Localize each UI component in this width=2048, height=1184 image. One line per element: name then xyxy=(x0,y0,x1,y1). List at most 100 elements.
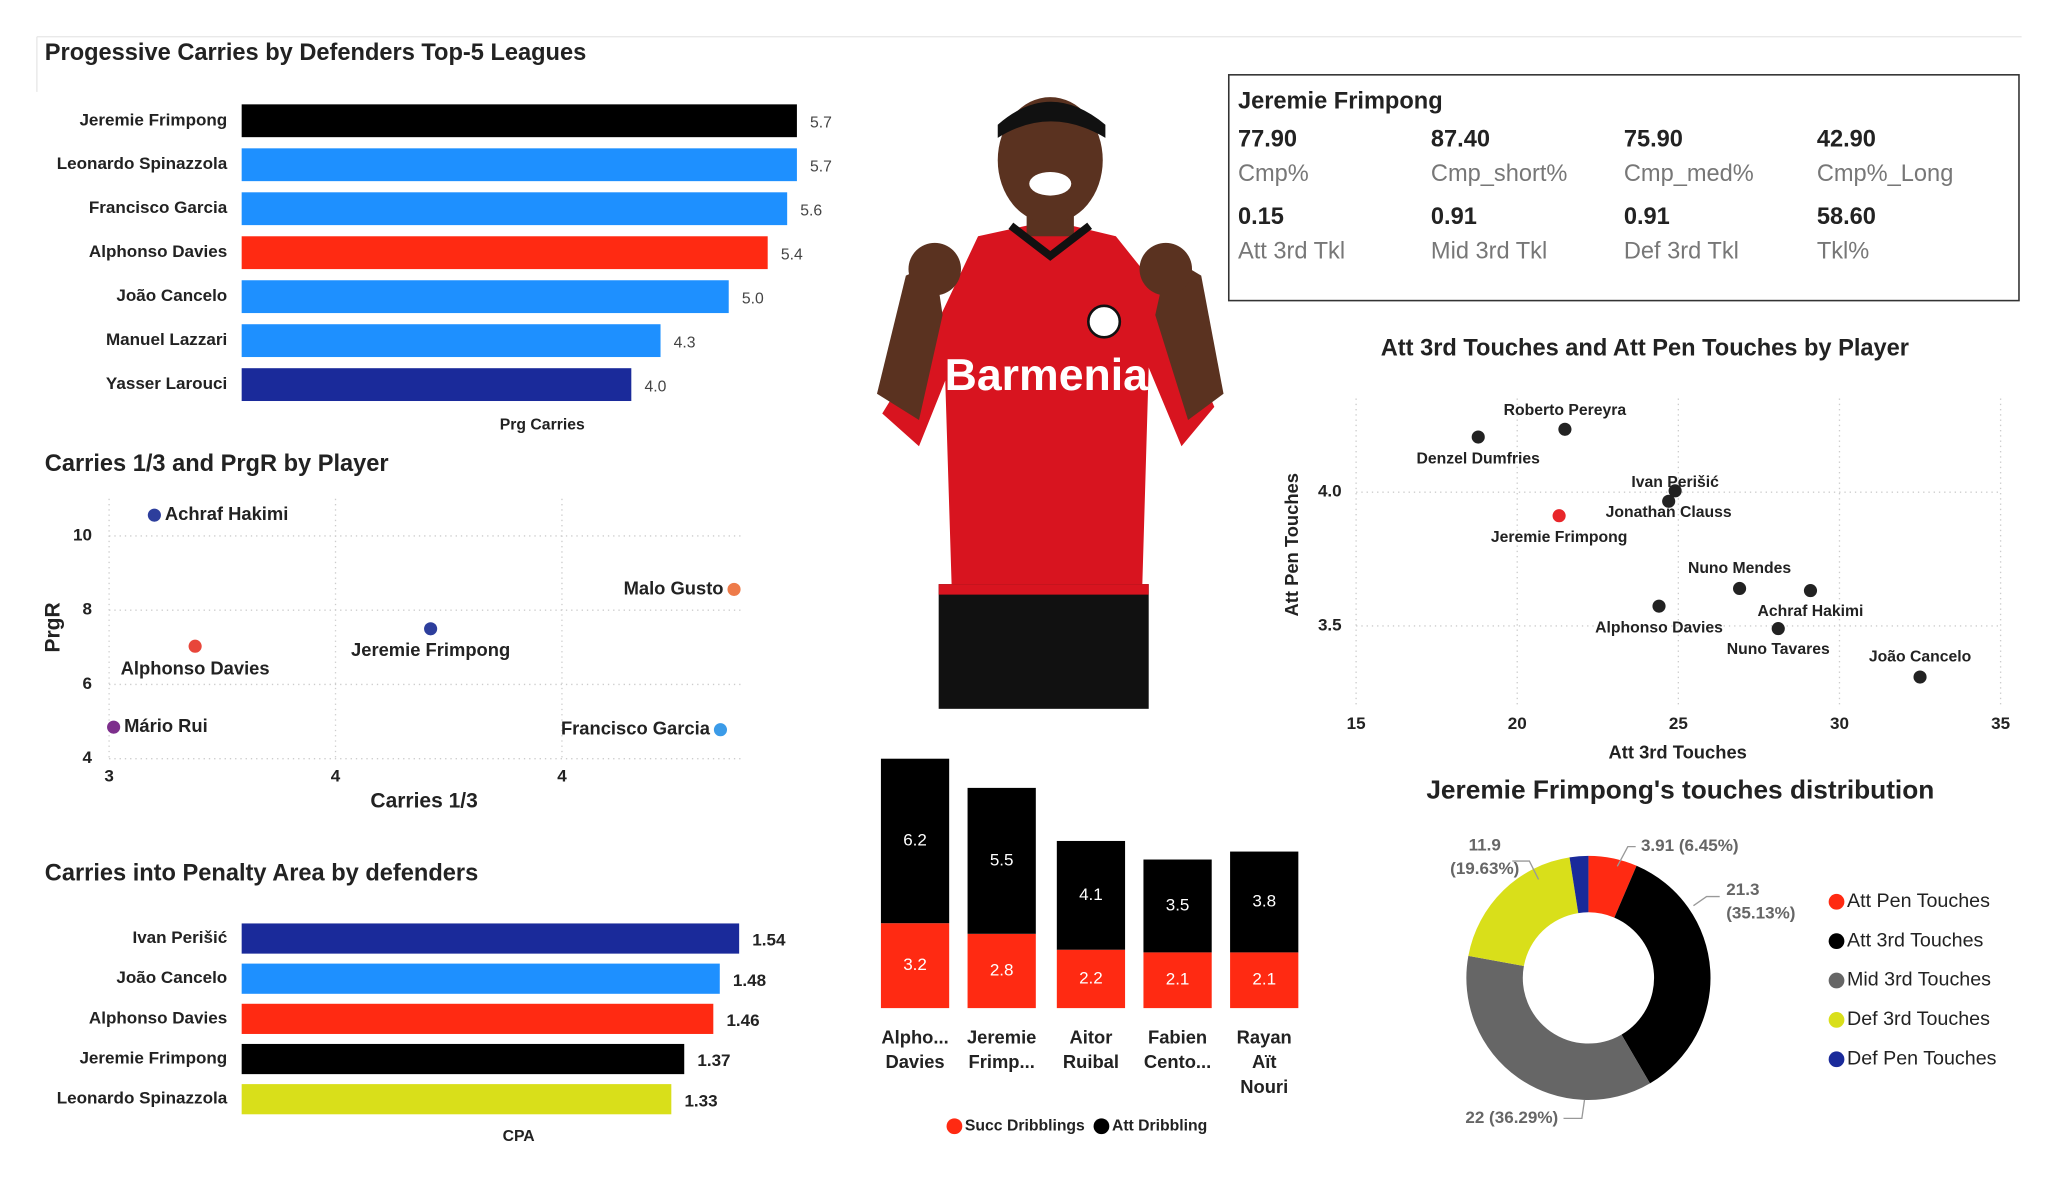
point xyxy=(424,622,438,636)
legend-marker xyxy=(1828,1012,1845,1028)
bar-segment xyxy=(1143,859,1212,953)
x-tick-label: 30 xyxy=(1830,714,1849,733)
point xyxy=(1803,584,1818,598)
data-label: 5.6 xyxy=(800,202,822,219)
point xyxy=(107,720,121,734)
x-tick-label: 4 xyxy=(331,767,341,786)
x-tick-label: 15 xyxy=(1347,714,1366,733)
legend-label: Succ Dribblings xyxy=(965,1117,1085,1134)
data-label: 1.37 xyxy=(697,1051,730,1070)
player-photo: Barmenia xyxy=(876,97,1224,709)
data-label: 3.2 xyxy=(903,955,927,974)
card-items: 77.90 Cmp% 87.40 Cmp_short% 75.90 Cmp_med% 42.… xyxy=(1238,127,1953,265)
data-label: 2.8 xyxy=(990,960,1014,979)
legend-label: Def Pen Touches xyxy=(1847,1048,1997,1070)
y-tick-label: Manuel Lazzari xyxy=(106,330,227,349)
kpi-value: 77.90 xyxy=(1238,127,1297,153)
point-label: Alphonso Davies xyxy=(121,658,270,679)
data-label: 5.4 xyxy=(781,246,803,263)
point-label: Nuno Mendes xyxy=(1688,560,1791,577)
x-tick-label: 4 xyxy=(557,767,567,786)
y-tick-label: Ivan Perišić xyxy=(132,928,227,947)
point xyxy=(188,639,202,653)
y-tick-label: Jeremie Frimpong xyxy=(79,1049,227,1068)
data-label: 1.48 xyxy=(733,971,766,990)
legend-marker xyxy=(1828,972,1845,989)
bar xyxy=(241,280,729,314)
data-label: 4.3 xyxy=(674,334,696,351)
x-tick-label: 35 xyxy=(1991,714,2010,733)
point xyxy=(1668,484,1682,498)
x-tick-label: Rayan Aït Nouri xyxy=(1237,1026,1292,1097)
legend-marker xyxy=(1828,893,1845,910)
kpi-label: Cmp_med% xyxy=(1624,161,1754,187)
point-label: Malo Gusto xyxy=(624,577,724,598)
legend-marker xyxy=(946,1118,963,1135)
x-tick-label: Alpho... Davies xyxy=(881,1026,948,1072)
point xyxy=(1913,670,1927,684)
x-tick-label: 3 xyxy=(104,767,113,786)
donut-slice xyxy=(1569,855,1589,914)
data-label: 21.3 (35.13%) xyxy=(1726,879,1795,922)
data-label: 3.5 xyxy=(1166,895,1190,914)
kpi-label: Cmp% xyxy=(1238,161,1309,187)
data-label: 22 (36.29%) xyxy=(1465,1108,1558,1127)
kpi-value: 58.60 xyxy=(1817,204,1876,230)
y-tick-label: Alphonso Davies xyxy=(89,1008,227,1027)
point xyxy=(1652,599,1666,613)
point-label: Achraf Hakimi xyxy=(165,503,288,524)
donut-slice xyxy=(1466,955,1650,1100)
data-label: 3.8 xyxy=(1252,891,1276,910)
donut-slice xyxy=(1614,865,1711,1084)
bar-segment xyxy=(1056,949,1126,1009)
x-tick-label: Jeremie Frimp... xyxy=(967,1026,1036,1072)
y-tick-label: Francisco Garcia xyxy=(89,198,228,217)
y-tick-label: 4.0 xyxy=(1318,482,1342,501)
donut-slice xyxy=(1588,855,1637,918)
donut-slice xyxy=(1468,857,1579,967)
chart-title: Jeremie Frimpong's touches distribution xyxy=(1426,774,1934,804)
bar xyxy=(241,1003,714,1034)
leader-line xyxy=(1693,895,1720,907)
x-axis-label: Prg Carries xyxy=(500,416,585,433)
kpi-label: Cmp%_Long xyxy=(1817,161,1954,187)
bar-segment xyxy=(967,933,1036,1009)
kpi-value: 87.40 xyxy=(1431,127,1490,153)
bar xyxy=(241,1084,672,1115)
point-label: Jeremie Frimpong xyxy=(351,639,510,660)
legend-label: Att Dribbling xyxy=(1112,1117,1207,1134)
bar xyxy=(241,104,797,138)
data-label: 1.33 xyxy=(684,1091,717,1110)
bar-segment xyxy=(1230,952,1299,1009)
kpi-label: Tkl% xyxy=(1817,238,1869,264)
kpi-label: Def 3rd Tkl xyxy=(1624,238,1739,264)
data-label: 5.7 xyxy=(810,115,832,132)
point xyxy=(1733,581,1747,596)
chart-title: Progessive Carries by Defenders Top-5 Le… xyxy=(45,40,586,66)
kpi-value: 42.90 xyxy=(1817,127,1876,153)
point-label: Ivan Perišić xyxy=(1631,474,1719,491)
point xyxy=(1558,422,1572,436)
point xyxy=(727,582,741,596)
legend-marker xyxy=(1093,1118,1110,1135)
point-label: Mário Rui xyxy=(124,715,208,736)
y-tick-label: Leonardo Spinazzola xyxy=(57,154,228,173)
data-label: 4.1 xyxy=(1079,885,1103,904)
bar-segment xyxy=(880,758,950,924)
y-tick-label: 8 xyxy=(83,600,92,619)
x-axis-label: Att 3rd Touches xyxy=(1608,741,1746,762)
point-label: Nuno Tavares xyxy=(1727,641,1830,658)
x-tick-label: 20 xyxy=(1508,714,1527,733)
y-tick-label: 6 xyxy=(83,674,92,693)
y-tick-label: Yasser Larouci xyxy=(106,374,227,393)
bar-segment xyxy=(967,787,1036,934)
legend-label: Att 3rd Touches xyxy=(1847,929,1983,951)
kpi-value: 0.15 xyxy=(1238,204,1284,230)
x-axis-label: CPA xyxy=(503,1128,535,1145)
data-label: 11.9 (19.63%) xyxy=(1450,835,1519,878)
chart-title: Att 3rd Touches and Att Pen Touches by P… xyxy=(1381,335,1909,361)
y-tick-label: 4 xyxy=(83,748,93,767)
bar xyxy=(241,236,768,270)
legend-label: Def 3rd Touches xyxy=(1847,1008,1990,1030)
